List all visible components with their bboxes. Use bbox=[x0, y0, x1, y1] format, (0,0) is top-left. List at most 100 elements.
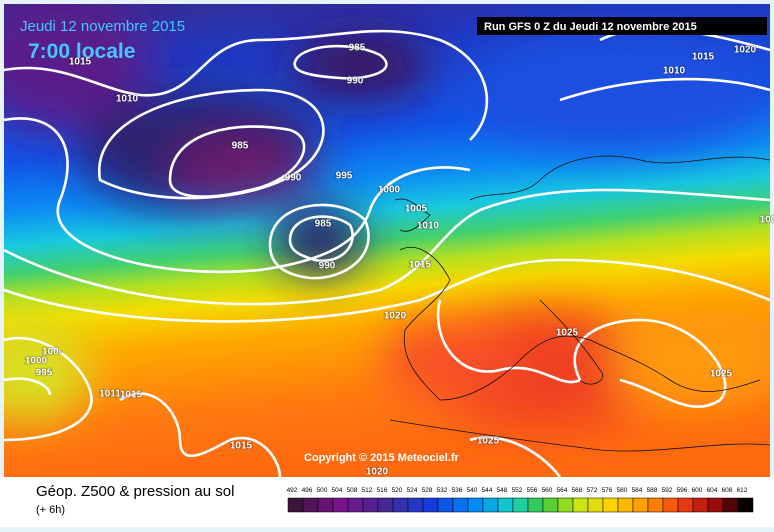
colorbar-label: 504 bbox=[332, 487, 343, 494]
colorbar-swatch bbox=[467, 497, 484, 513]
colorbar-label: 540 bbox=[467, 487, 478, 494]
isobar-label: 995 bbox=[36, 368, 53, 379]
isobar-label: 1020 bbox=[734, 45, 757, 56]
isobar-label: 985 bbox=[315, 219, 332, 230]
isobar-label: 1011 bbox=[99, 389, 121, 400]
colorbar-swatch bbox=[572, 497, 589, 513]
colorbar-swatch bbox=[692, 497, 709, 513]
colorbar-label: 568 bbox=[572, 487, 583, 494]
colorbar-label: 576 bbox=[602, 487, 613, 494]
colorbar-swatch bbox=[332, 497, 349, 513]
isobar-label: 1015 bbox=[409, 260, 432, 271]
colorbar-label: 524 bbox=[407, 487, 418, 494]
colorbar-label: 512 bbox=[362, 487, 373, 494]
colorbar-swatch bbox=[602, 497, 619, 513]
colorbar-swatch bbox=[587, 497, 604, 513]
footer-step: (+ 6h) bbox=[36, 504, 65, 516]
colorbar-swatch bbox=[707, 497, 724, 513]
colorbar-swatch bbox=[377, 497, 394, 513]
colorbar-swatch bbox=[482, 497, 499, 513]
colorbar-label: 608 bbox=[722, 487, 733, 494]
isobar-label: 1020 bbox=[366, 467, 389, 478]
map-field bbox=[4, 4, 770, 477]
colorbar-swatch bbox=[407, 497, 424, 513]
run-box bbox=[477, 17, 767, 35]
isobar-label: 1020 bbox=[384, 311, 407, 322]
isobar-label: 100 bbox=[760, 215, 774, 226]
isobar-label: 1015 bbox=[230, 441, 253, 452]
colorbar-label: 600 bbox=[692, 487, 703, 494]
colorbar-label: 536 bbox=[452, 487, 463, 494]
colorbar-label: 528 bbox=[422, 487, 433, 494]
colorbar-label: 496 bbox=[302, 487, 313, 494]
colorbar-label: 604 bbox=[707, 487, 718, 494]
colorbar-label: 564 bbox=[557, 487, 568, 494]
isobar-label: 1000 bbox=[378, 185, 401, 196]
colorbar: 492 496 500 504 508 512 516 520 524 528 532 536 540 5… bbox=[287, 487, 754, 513]
isobar-label: 990 bbox=[285, 173, 302, 184]
colorbar-label: 500 bbox=[317, 487, 328, 494]
colorbar-label: 584 bbox=[632, 487, 643, 494]
colorbar-swatch bbox=[347, 497, 364, 513]
colorbar-swatch bbox=[317, 497, 334, 513]
copyright: Copyright © 2015 Meteociel.fr bbox=[304, 452, 460, 464]
colorbar-label: 508 bbox=[347, 487, 358, 494]
colorbar-label: 580 bbox=[617, 487, 628, 494]
isobar-label: 1015 bbox=[69, 57, 92, 68]
colorbar-swatch bbox=[647, 497, 664, 513]
colorbar-swatch bbox=[617, 497, 634, 513]
colorbar-label: 588 bbox=[647, 487, 658, 494]
isobar-label: 1025 bbox=[710, 369, 733, 380]
colorbar-swatch bbox=[302, 497, 319, 513]
colorbar-swatch bbox=[632, 497, 649, 513]
isobars bbox=[4, 27, 770, 477]
isobar-label: 985 bbox=[349, 43, 366, 54]
colorbar-label: 548 bbox=[497, 487, 508, 494]
isobar-label: 1005 bbox=[405, 204, 428, 215]
run-info: Run GFS 0 Z du Jeudi 12 novembre 2015 bbox=[484, 21, 697, 33]
isobar-label: 1010 bbox=[116, 94, 139, 105]
isobar-label: 1025 bbox=[556, 328, 579, 339]
colorbar-label: 612 bbox=[737, 487, 748, 494]
colorbar-label: 556 bbox=[527, 487, 538, 494]
colorbar-swatch bbox=[392, 497, 409, 513]
colorbar-swatch bbox=[452, 497, 469, 513]
colorbar-label: 492 bbox=[287, 487, 298, 494]
colorbar-swatch bbox=[287, 497, 304, 513]
colorbar-swatch bbox=[677, 497, 694, 513]
colorbar-swatch bbox=[497, 497, 514, 513]
colorbar-swatch bbox=[437, 497, 454, 513]
colorbar-swatch bbox=[527, 497, 544, 513]
colorbar-swatch bbox=[542, 497, 559, 513]
colorbar-swatch bbox=[362, 497, 379, 513]
isobar-label: 1010 bbox=[417, 221, 440, 232]
colorbar-label: 520 bbox=[392, 487, 403, 494]
colorbar-swatch bbox=[557, 497, 574, 513]
colorbar-label: 516 bbox=[377, 487, 388, 494]
isobar-label: 100- bbox=[42, 347, 62, 358]
colorbar-swatch bbox=[512, 497, 529, 513]
isobar-label: 1015 bbox=[120, 390, 143, 401]
footer-title: Géop. Z500 & pression au sol bbox=[36, 483, 234, 500]
colorbar-label: 572 bbox=[587, 487, 598, 494]
isobar-label: 1000 bbox=[25, 356, 48, 367]
isobar-label: 1015 bbox=[692, 52, 715, 63]
isobar-label: 985 bbox=[232, 141, 249, 152]
colorbar-label: 552 bbox=[512, 487, 523, 494]
colorbar-label: 592 bbox=[662, 487, 673, 494]
colorbar-label: 544 bbox=[482, 487, 493, 494]
isobar-label: 990 bbox=[347, 76, 364, 87]
colorbar-swatch bbox=[722, 497, 739, 513]
isobar-label: 1010 bbox=[663, 66, 686, 77]
colorbar-swatch bbox=[737, 497, 754, 513]
colorbar-label: 560 bbox=[542, 487, 553, 494]
map-time: 7:00 locale bbox=[28, 40, 135, 63]
colorbar-swatch bbox=[422, 497, 439, 513]
colorbar-swatch bbox=[662, 497, 679, 513]
colorbar-label: 532 bbox=[437, 487, 448, 494]
coastlines bbox=[389, 155, 770, 452]
isobar-label: 995 bbox=[336, 171, 353, 182]
isobar-label: 990 bbox=[319, 261, 336, 272]
